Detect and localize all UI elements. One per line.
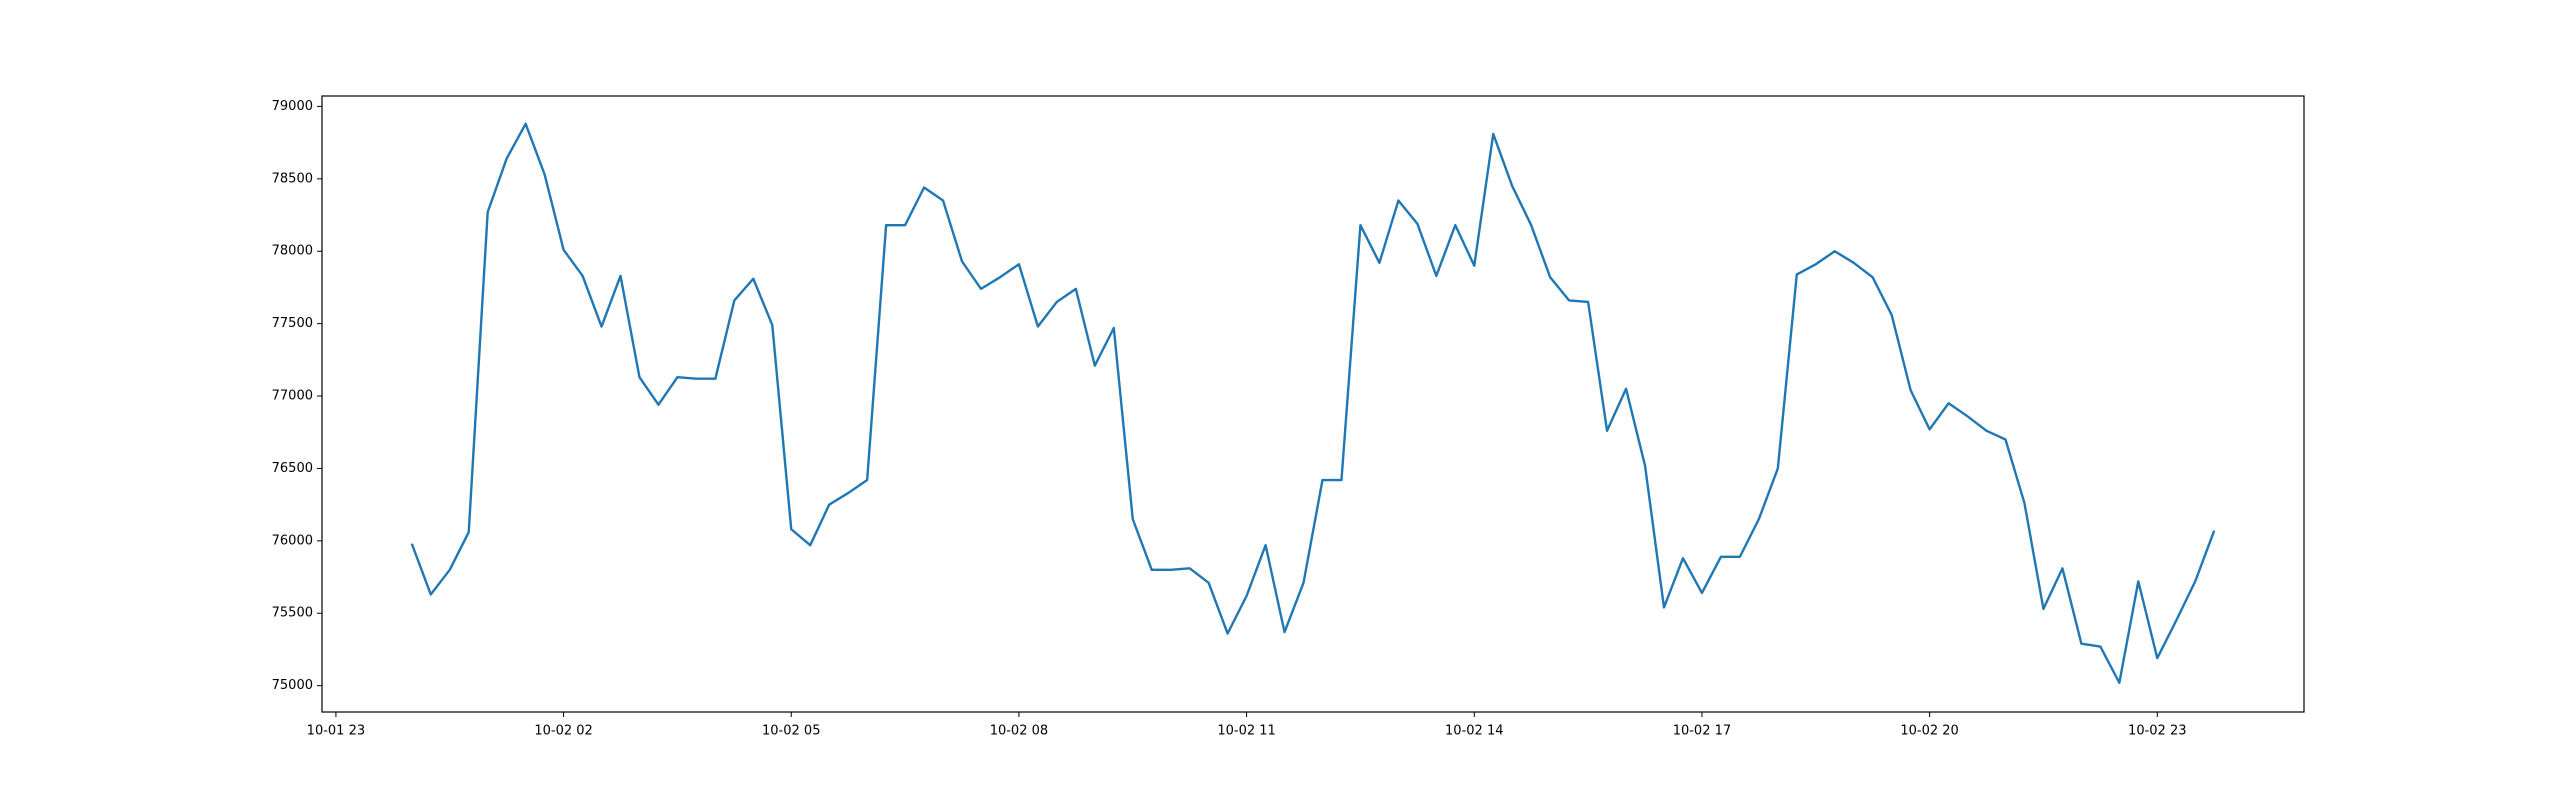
x-tick-label: 10-02 02 <box>534 724 592 739</box>
y-tick-label: 77000 <box>272 389 313 404</box>
x-tick-label: 10-02 11 <box>1217 724 1275 739</box>
y-tick-label: 76000 <box>272 533 313 548</box>
y-tick-label: 76500 <box>272 461 313 476</box>
x-tick-label: 10-02 14 <box>1445 724 1503 739</box>
y-tick-label: 79000 <box>272 99 313 114</box>
axes-frame <box>321 95 2305 713</box>
x-tick-label: 10-02 08 <box>990 724 1048 739</box>
y-tick-label: 75000 <box>272 678 313 693</box>
x-tick-label: 10-01 23 <box>307 724 365 739</box>
x-tick-label: 10-02 17 <box>1673 724 1731 739</box>
y-tick-label: 78000 <box>272 244 313 259</box>
data-line <box>410 122 2216 684</box>
y-tick-label: 78500 <box>272 171 313 186</box>
x-tick-label: 10-02 23 <box>2128 724 2186 739</box>
y-tick-label: 77500 <box>272 316 313 331</box>
y-tick-label: 75500 <box>272 606 313 621</box>
x-tick-label: 10-02 20 <box>1900 724 1958 739</box>
x-tick-label: 10-02 05 <box>762 724 820 739</box>
